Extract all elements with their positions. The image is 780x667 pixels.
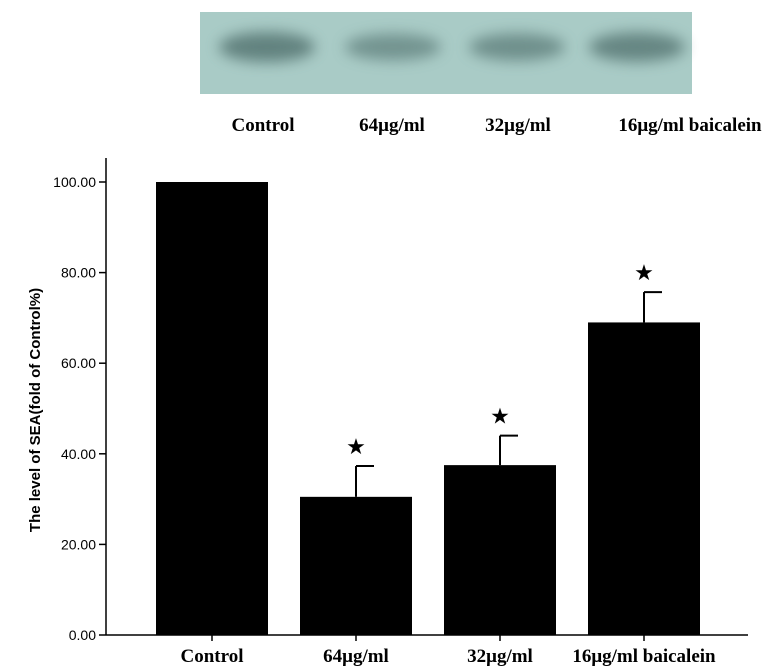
- bar: [444, 465, 556, 635]
- western-blot-panel: Control 64μg/ml 32μg/ml 16μg/ml baicalein: [200, 12, 762, 136]
- blot-lane-label: 16μg/ml baicalein: [618, 115, 762, 136]
- y-axis-title: The level of SEA(fold of Control%): [27, 288, 44, 532]
- y-tick-label: 0.00: [69, 627, 96, 643]
- blot-band: [219, 32, 315, 62]
- y-tick-label: 60.00: [61, 355, 96, 371]
- blot-band: [469, 33, 565, 61]
- blot-lane-label: Control: [232, 115, 295, 136]
- y-tick-label: 80.00: [61, 265, 96, 281]
- significance-star: ★: [346, 435, 366, 460]
- bar-chart: The level of SEA(fold of Control%) 0.00 2…: [27, 158, 748, 667]
- blot-band: [589, 32, 685, 62]
- y-tick-label: 40.00: [61, 446, 96, 462]
- bar: [588, 322, 700, 635]
- y-tick-label: 20.00: [61, 536, 96, 552]
- bar: [156, 182, 268, 635]
- significance-star: ★: [634, 261, 654, 286]
- x-category-label: 16μg/ml baicalein: [572, 646, 716, 667]
- blot-lane-label: 32μg/ml: [485, 115, 551, 136]
- x-category-label: Control: [181, 646, 244, 667]
- significance-star: ★: [490, 405, 510, 430]
- blot-lane-label: 64μg/ml: [359, 115, 425, 136]
- y-tick-label: 100.00: [53, 174, 96, 190]
- x-category-label: 32μg/ml: [467, 646, 533, 667]
- blot-band: [345, 33, 441, 61]
- bar: [300, 496, 412, 635]
- x-category-label: 64μg/ml: [323, 646, 389, 667]
